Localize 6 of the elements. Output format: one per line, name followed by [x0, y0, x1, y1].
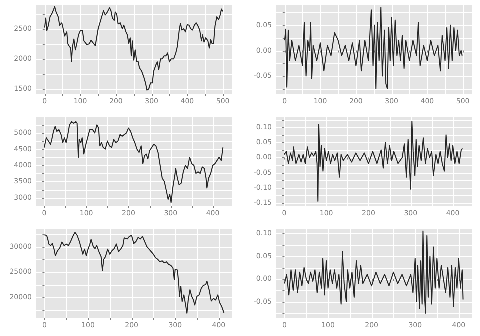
line-series [44, 121, 224, 204]
line-series [284, 7, 463, 90]
line-series [44, 232, 225, 314]
line-series [44, 6, 224, 91]
line-series [284, 230, 464, 314]
line-series [284, 121, 464, 202]
